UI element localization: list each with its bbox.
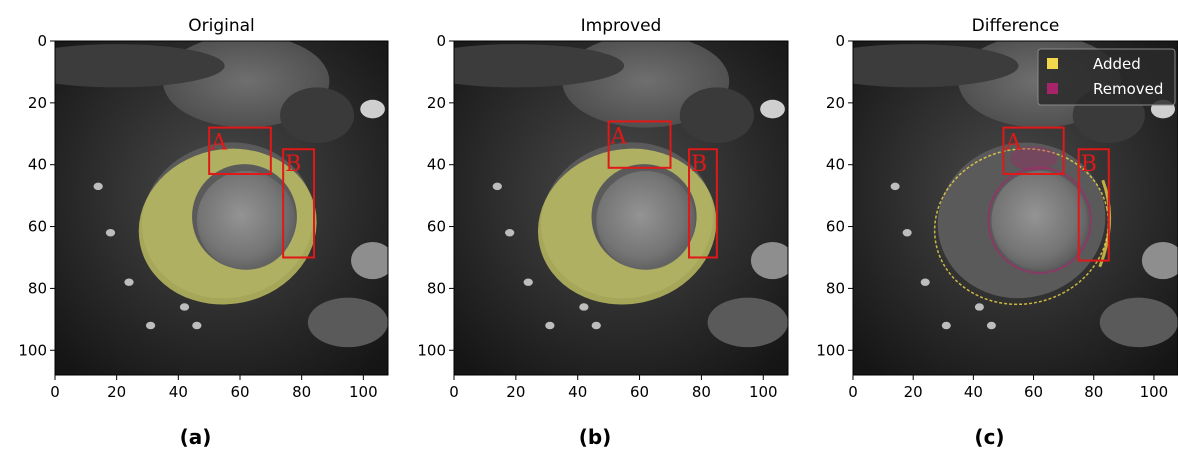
region-label: A: [210, 131, 228, 156]
x-tick-label: 80: [292, 383, 311, 401]
segmentation-mask: [537, 148, 717, 305]
panel-title: Original: [188, 16, 255, 36]
removed-region: [1009, 146, 1058, 171]
x-tick-label: 100: [349, 383, 378, 401]
x-tick-label: 0: [848, 383, 858, 401]
y-tick-label: 40: [826, 156, 845, 174]
mri-image: [55, 41, 388, 375]
x-tick-label: 60: [630, 383, 649, 401]
axes-frame: [852, 40, 1178, 376]
region-label: B: [1081, 152, 1097, 177]
y-tick-label: 80: [826, 279, 845, 297]
x-tick-label: 80: [692, 383, 711, 401]
x-tick-label: 60: [230, 383, 249, 401]
y-tick-label: 40: [427, 156, 446, 174]
y-tick-label: 100: [816, 341, 845, 359]
panel-title: Improved: [581, 16, 662, 36]
region-label: A: [1004, 131, 1022, 156]
y-tick-label: 60: [826, 218, 845, 236]
y-tick-label: 60: [28, 218, 47, 236]
panel-b: A B Improved 0 20 40 60 80 100 0 20 40 60 80 100: [417, 16, 789, 401]
x-tick-label: 20: [107, 383, 126, 401]
y-tick-label: 0: [835, 32, 845, 50]
panel-caption: (c): [974, 425, 1005, 449]
y-tick-label: 80: [427, 279, 446, 297]
x-tick-label: 0: [449, 383, 459, 401]
region-label: A: [610, 124, 628, 149]
x-tick-label: 20: [904, 383, 923, 401]
x-tick-label: 40: [169, 383, 188, 401]
legend-label: Added: [1093, 55, 1141, 73]
x-tick-label: 60: [1024, 383, 1043, 401]
x-tick-label: 0: [50, 383, 60, 401]
axes-frame: [453, 40, 789, 376]
y-tick-label: 0: [37, 32, 47, 50]
x-tick-label: 40: [964, 383, 983, 401]
x-tick-label: 100: [1140, 383, 1169, 401]
panel-caption: (b): [578, 425, 612, 449]
legend-swatch: [1047, 58, 1058, 69]
y-tick-label: 40: [28, 156, 47, 174]
y-tick-label: 20: [427, 94, 446, 112]
y-tick-label: 20: [826, 94, 845, 112]
cavity: [196, 170, 296, 270]
added-outline: [933, 148, 1110, 306]
x-tick-label: 40: [568, 383, 587, 401]
region-box-b: [1077, 148, 1110, 262]
region-box-b: [282, 148, 315, 259]
legend-swatch: [1047, 83, 1058, 94]
y-tick-label: 60: [427, 218, 446, 236]
axes-frame: [54, 40, 389, 376]
legend-label: Removed: [1093, 80, 1163, 98]
x-tick-label: 20: [506, 383, 525, 401]
panel-title: Difference: [972, 16, 1060, 36]
y-tick-label: 20: [28, 94, 47, 112]
legend: [1037, 48, 1176, 106]
cavity: [991, 170, 1088, 270]
segmentation-mask: [138, 148, 317, 305]
region-label: B: [285, 152, 301, 177]
panel-caption: (a): [179, 425, 212, 449]
region-box-a: [1002, 126, 1065, 175]
removed-outline: [987, 166, 1092, 274]
region-box-b: [688, 148, 718, 259]
panel-c: A B Difference 0 20 40 60 80 100 0 20 40 60 80 100 Adde…: [816, 16, 1178, 401]
mri-image: [454, 41, 788, 375]
y-tick-label: 100: [417, 341, 446, 359]
x-tick-label: 100: [749, 383, 778, 401]
cavity: [596, 170, 696, 270]
x-tick-label: 80: [1084, 383, 1103, 401]
region-label: B: [691, 152, 707, 177]
y-tick-label: 80: [28, 279, 47, 297]
y-tick-label: 100: [18, 341, 47, 359]
y-tick-label: 0: [436, 32, 446, 50]
region-box-a: [607, 120, 672, 169]
panel-a: A B Original 0 20 40 60 80 100 0 20 40 60 80 100: [18, 16, 389, 401]
region-box-a: [208, 126, 272, 175]
